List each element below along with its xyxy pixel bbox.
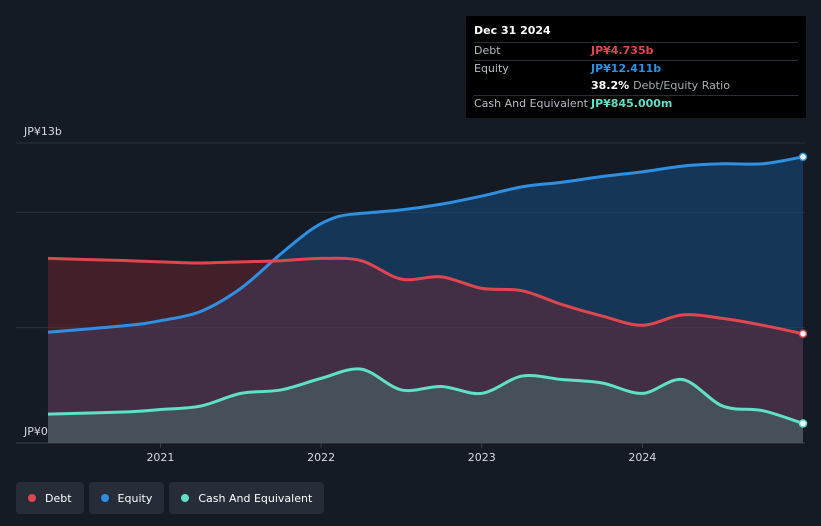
tooltip-value: JP¥4.735b [591,44,654,57]
debt-line [47,256,804,336]
tooltip-value: JP¥12.411b [591,62,662,75]
equity-line [47,155,804,334]
tooltip-label: Debt [474,44,501,57]
debt-end-point [798,329,808,338]
tooltip: Dec 31 2024 Debt JP¥4.735b Equity JP¥12.… [466,16,806,118]
tooltip-label [474,78,591,95]
tooltip-label: Cash And Equivalent [474,97,588,110]
legend-label: Equity [117,491,153,505]
tooltip-date: Dec 31 2024 [474,24,551,37]
cash-and-equivalent-line [47,367,804,425]
legend-label: Cash And Equivalent [198,491,313,505]
tooltip-value: 38.2% [591,79,630,92]
equity-end-point [798,152,808,162]
x-tick-label: 2022 [307,451,335,464]
legend-item-equity[interactable]: Equity [88,482,165,514]
debt-area [48,258,803,443]
y-axis-bottom-label: JP¥0 [23,425,48,438]
legend-label: Debt [45,491,72,505]
equity-area [48,156,803,443]
legend-item-cash[interactable]: Cash And Equivalent [169,482,325,514]
debt-dot-icon [28,494,36,502]
legend-item-debt[interactable]: Debt [16,482,84,514]
tooltip-row-cash: Cash And Equivalent JP¥845.000m [474,95,798,113]
cash-dot-icon [181,494,190,502]
x-tick-label: 2021 [146,451,174,464]
tooltip-label: Equity [474,62,509,75]
equity-dot-icon [100,494,109,502]
tooltip-row-debt: Debt JP¥4.735b [474,42,798,60]
x-tick-label: 2024 [628,451,656,464]
legend: Debt Equity Cash And Equivalent [16,482,325,514]
tooltip-ratio-label: Debt/Equity Ratio [633,79,730,92]
tooltip-value: JP¥845.000m [591,97,673,110]
x-tick-label: 2023 [468,451,496,464]
tooltip-row-ratio: 38.2% Debt/Equity Ratio [474,78,798,95]
tooltip-row-equity: Equity JP¥12.411b [474,60,798,78]
cash-and-equivalent-end-point [798,419,808,428]
y-axis-top-label: JP¥13b [23,125,62,138]
